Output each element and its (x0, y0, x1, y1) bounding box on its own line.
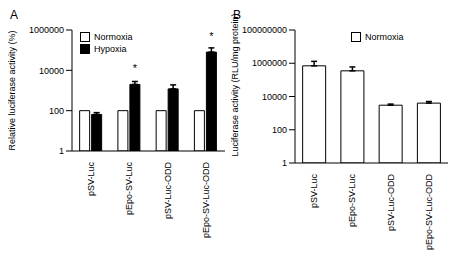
svg-text:1000000: 1000000 (252, 58, 287, 68)
svg-text:*: * (133, 62, 138, 74)
svg-text:pEpo-SV-Luc-ODD: pEpo-SV-Luc-ODD (424, 174, 434, 251)
svg-text:100: 100 (272, 125, 287, 135)
svg-text:pSV-Luc: pSV-Luc (309, 174, 319, 209)
svg-text:Relative luciferase activity (: Relative luciferase activity (%) (8, 30, 17, 150)
svg-text:Luciferase activity (RLU/mg pr: Luciferase activity (RLU/mg protein) (231, 13, 240, 156)
svg-text:1000000: 1000000 (29, 25, 64, 35)
svg-text:pEpo-SV-Luc: pEpo-SV-Luc (124, 162, 134, 216)
svg-text:100: 100 (49, 106, 64, 116)
svg-text:pSV-Luc-ODD: pSV-Luc-ODD (163, 162, 173, 220)
svg-text:*: * (209, 30, 214, 42)
svg-text:1: 1 (282, 158, 287, 168)
svg-text:10000: 10000 (262, 92, 287, 102)
svg-text:10000: 10000 (39, 66, 64, 76)
svg-text:pEpo-SV-Luc-ODD: pEpo-SV-Luc-ODD (201, 162, 211, 239)
svg-text:1: 1 (59, 146, 64, 156)
svg-text:100000000: 100000000 (242, 25, 287, 35)
svg-text:pSV-Luc: pSV-Luc (86, 162, 96, 197)
svg-text:pEpo-SV-Luc: pEpo-SV-Luc (347, 174, 357, 228)
svg-text:pSV-Luc-ODD: pSV-Luc-ODD (386, 174, 396, 232)
